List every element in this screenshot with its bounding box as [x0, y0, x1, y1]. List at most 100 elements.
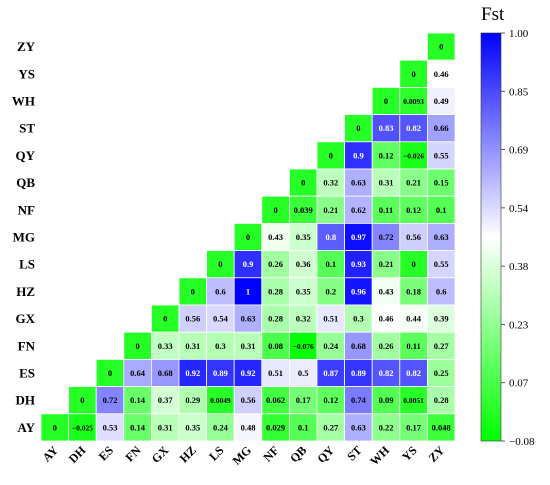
cell-value-GX-ZY: 0.39	[434, 314, 449, 324]
cell-value-MG-MG: 0	[246, 232, 250, 242]
y-tick-label-GX: GX	[16, 311, 36, 326]
heatmap-cell-AY-ZY	[426, 413, 456, 442]
cell-value-FN-WH: 0.26	[379, 341, 394, 351]
colorbar-tick-label: −0.08	[509, 436, 535, 448]
x-tick-label-WH: WH	[367, 443, 392, 468]
heatmap-cell-DH-HZ	[178, 386, 208, 415]
cell-value-WH-WH: 0	[384, 96, 388, 106]
cell-value-DH-MG: 0.56	[241, 395, 256, 405]
cell-value-LS-ST: 0.93	[351, 259, 366, 269]
heatmap-cell-ES-GX	[150, 358, 180, 387]
heatmap-cell-ES-QY	[316, 358, 346, 387]
y-tick-label-LS: LS	[19, 257, 35, 272]
cell-value-LS-YS: 0	[411, 259, 415, 269]
cell-value-GX-NF: 0.28	[268, 314, 283, 324]
cell-value-AY-ZY: 0.048	[432, 422, 451, 432]
x-axis-labels: AY DH ES FN GX HZ LS MG NF QB QY ST WH YS ZY	[40, 443, 448, 468]
cell-value-FN-FN: 0	[135, 341, 139, 351]
cell-value-GX-LS: 0.54	[213, 314, 229, 324]
heatmap-cell-LS-ZY	[426, 250, 456, 279]
heatmap-cell-FN-YS	[399, 331, 428, 360]
cell-value-AY-YS: 0.17	[406, 422, 422, 432]
heatmap-cell-NF-QB	[288, 195, 318, 224]
x-tick-label-GX: GX	[149, 443, 172, 466]
heatmap-cell-HZ-NF	[261, 277, 290, 306]
x-tick-label-ZY: ZY	[426, 443, 448, 465]
cell-value-AY-MG: 0.48	[241, 422, 256, 432]
heatmap-cell-MG-MG	[233, 222, 263, 251]
x-tick-label-HZ: HZ	[177, 443, 199, 465]
cell-value-ES-GX: 0.68	[158, 368, 173, 378]
heatmap-cell-AY-QY	[316, 413, 346, 442]
heatmap-cell-ST-ZY	[426, 114, 456, 143]
heatmap-cell-QB-YS	[399, 168, 428, 197]
heatmap-cell-AY-YS	[399, 413, 428, 442]
cell-value-MG-ST: 0.97	[351, 232, 367, 242]
y-tick-label-ES: ES	[19, 366, 35, 381]
cell-value-HZ-QB: 0.35	[296, 286, 311, 296]
heatmap-cell-FN-WH	[371, 331, 401, 360]
cell-value-ES-ST: 0.89	[351, 368, 366, 378]
cell-value-NF-QY: 0.21	[323, 205, 338, 215]
cell-value-ES-QB: 0.5	[298, 368, 309, 378]
x-tick-label-ES: ES	[96, 443, 117, 464]
heatmap-cell-DH-ZY	[426, 386, 456, 415]
cell-value-QY-QY: 0	[329, 150, 333, 160]
cell-value-LS-WH: 0.21	[379, 259, 394, 269]
colorbar: Fst 1.00 0.85 0.69 0.54 0.38 0.23 0.07 −0.08	[480, 4, 535, 448]
cell-value-DH-DH: 0	[80, 395, 84, 405]
cell-value-FN-ST: 0.68	[351, 341, 366, 351]
heatmap-cell-MG-QB	[288, 222, 318, 251]
cell-value-LS-QY: 0.1	[325, 259, 336, 269]
heatmap-cell-FN-QB	[288, 331, 318, 360]
x-tick-label-QY: QY	[314, 443, 337, 466]
heatmap-cell-ZY-ZY	[426, 32, 456, 61]
heatmap-cell-DH-MG	[233, 386, 263, 415]
cell-value-ES-WH: 0.82	[379, 368, 394, 378]
heatmap-cell-ES-NF	[261, 358, 290, 387]
cell-value-QB-ZY: 0.15	[434, 178, 449, 188]
cell-value-ES-ES: 0	[108, 368, 112, 378]
heatmap-cell-FN-ST	[344, 331, 373, 360]
heatmap-cell-FN-HZ	[178, 331, 208, 360]
heatmap-cell-ES-ZY	[426, 358, 456, 387]
cell-value-GX-WH: 0.46	[379, 314, 394, 324]
cell-value-DH-ES: 0.72	[103, 395, 118, 405]
cell-value-DH-LS: 0.0049	[210, 396, 231, 405]
heatmap-cell-NF-YS	[399, 195, 428, 224]
y-tick-label-HZ: HZ	[16, 284, 35, 299]
cell-value-AY-LS: 0.24	[213, 422, 229, 432]
x-tick-label-DH: DH	[66, 443, 89, 466]
cell-value-QB-WH: 0.31	[379, 178, 394, 188]
heatmap-cell-WH-ZY	[426, 87, 456, 116]
cell-value-QB-ST: 0.63	[351, 178, 366, 188]
y-tick-label-MG: MG	[13, 230, 35, 245]
cell-value-AY-AY: 0	[53, 422, 57, 432]
cell-value-NF-ZY: 0.1	[436, 205, 447, 215]
cell-value-GX-QY: 0.51	[323, 314, 338, 324]
heatmap-cell-AY-LS	[206, 413, 235, 442]
cell-value-FN-ZY: 0.27	[434, 341, 450, 351]
cell-value-AY-GX: 0.31	[158, 422, 173, 432]
heatmap-cell-ES-WH	[371, 358, 401, 387]
cell-value-MG-WH: 0.72	[379, 232, 394, 242]
heatmap-cell-GX-QB	[288, 304, 318, 333]
cell-value-GX-HZ: 0.56	[185, 314, 200, 324]
cell-value-ES-QY: 0.87	[323, 368, 339, 378]
heatmap-cell-FN-FN	[123, 331, 152, 360]
heatmap-cell-QB-ZY	[426, 168, 456, 197]
cell-value-LS-MG: 0.9	[243, 259, 254, 269]
y-tick-label-QY: QY	[16, 148, 36, 163]
cell-value-ES-YS: 0.82	[406, 368, 421, 378]
cell-value-ES-HZ: 0.92	[185, 368, 200, 378]
cell-value-MG-YS: 0.56	[406, 232, 421, 242]
colorbar-tick-label: 0.54	[509, 203, 529, 215]
cell-value-AY-QY: 0.27	[323, 422, 339, 432]
heatmap-cell-ES-HZ	[178, 358, 208, 387]
cell-value-QY-WH: 0.12	[379, 150, 394, 160]
heatmap-cell-AY-HZ	[178, 413, 208, 442]
heatmap-cell-HZ-QB	[288, 277, 318, 306]
cell-value-ES-NF: 0.51	[268, 368, 283, 378]
y-tick-label-ST: ST	[19, 121, 35, 136]
